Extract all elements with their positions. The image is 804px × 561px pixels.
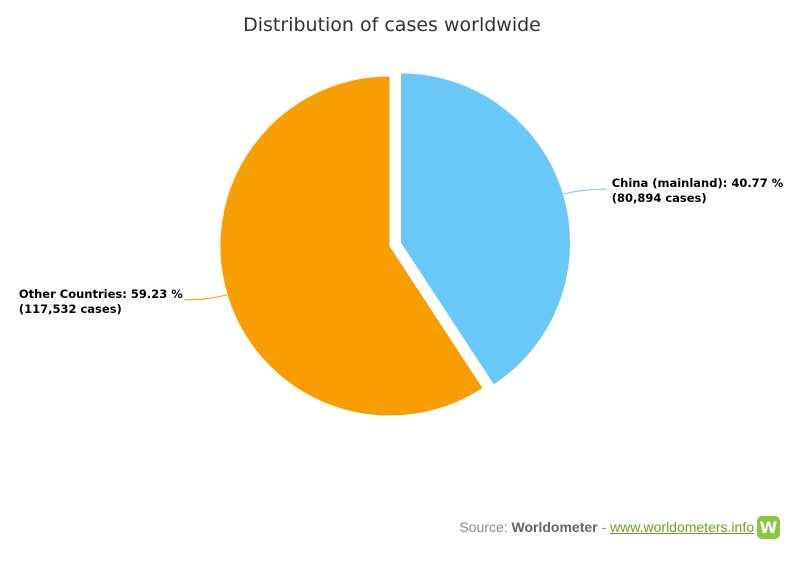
credits-brand: Worldometer xyxy=(511,519,598,535)
data-label-1: China (mainland): 40.77 % (80,894 cases) xyxy=(612,176,784,205)
pie-slice-2[interactable] xyxy=(219,75,484,417)
credits-separator: - xyxy=(597,519,611,535)
credits-link[interactable]: www.worldometers.info xyxy=(610,519,754,535)
data-label-2: Other Countries: 59.23 % (117,532 cases) xyxy=(19,287,183,316)
data-label-line1: China (mainland): 40.77 % xyxy=(612,176,784,190)
worldometer-logo-icon[interactable]: W xyxy=(757,516,780,539)
chart-title: Distribution of cases worldwide xyxy=(243,14,541,36)
credits-prefix: Source: xyxy=(459,519,512,535)
data-label-line2: (80,894 cases) xyxy=(612,191,707,205)
pie-slice-1[interactable] xyxy=(400,72,572,386)
data-label-line1: Other Countries: 59.23 % xyxy=(19,287,183,301)
connector-line-1 xyxy=(563,188,607,195)
connector-line-2 xyxy=(183,294,228,301)
data-label-line2: (117,532 cases) xyxy=(19,302,122,316)
credits: Source: Worldometer - www.worldometers.i… xyxy=(459,519,754,535)
